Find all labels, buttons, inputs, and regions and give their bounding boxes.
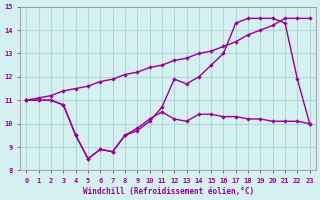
X-axis label: Windchill (Refroidissement éolien,°C): Windchill (Refroidissement éolien,°C) bbox=[83, 187, 254, 196]
